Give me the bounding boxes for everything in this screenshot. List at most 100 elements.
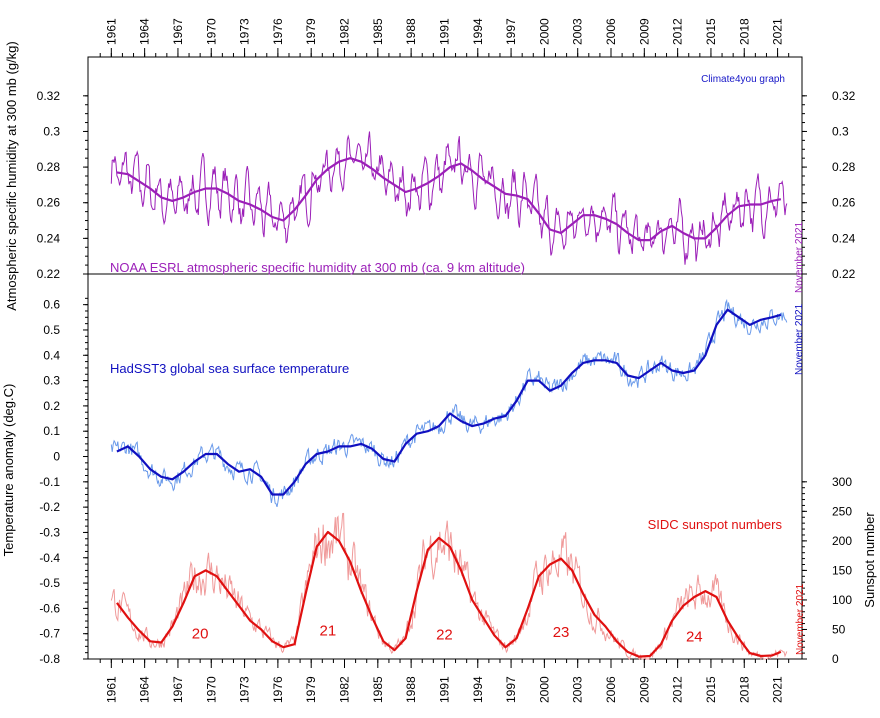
x-tick-label-top: 1979 — [304, 18, 318, 45]
raw-series-group — [110, 131, 788, 661]
x-tick-label-top: 1970 — [204, 18, 218, 45]
temperature-tick-label: -0.4 — [39, 551, 60, 565]
x-tick-label-top: 2012 — [671, 18, 685, 45]
raw-series-humidity — [110, 131, 788, 265]
sunspot-tick-label: 50 — [832, 622, 846, 636]
x-tick-label-bottom: 1970 — [204, 676, 218, 703]
x-tick-label-top: 1961 — [104, 18, 118, 45]
x-tick-label-bottom: 1988 — [404, 676, 418, 703]
humidity-axis-title: Atmospheric specific humidity at 300 mb … — [4, 41, 19, 311]
x-tick-label-bottom: 2018 — [737, 676, 751, 703]
x-tick-label-top: 1994 — [471, 18, 485, 45]
sunspot-cycle-label: 21 — [320, 622, 337, 639]
humidity-tick-label-right: 0.3 — [832, 124, 849, 138]
x-tick-label-bottom: 2003 — [571, 676, 585, 703]
x-tick-label-top: 1982 — [338, 18, 352, 45]
x-tick-label-bottom: 1973 — [238, 676, 252, 703]
temperature-tick-label: 0.1 — [43, 424, 60, 438]
chart-frame — [87, 56, 803, 660]
x-tick-label-top: 2015 — [704, 18, 718, 45]
humidity-tick-label-left: 0.22 — [37, 267, 61, 281]
sst-series-label: HadSST3 global sea surface temperature — [110, 361, 349, 376]
sunspot-tick-label: 200 — [832, 534, 852, 548]
sunspot-cycle-label: 20 — [192, 625, 209, 642]
humidity-tick-label-right: 0.26 — [832, 196, 856, 210]
plot-frame — [87, 56, 803, 660]
temperature-tick-label: 0.4 — [43, 348, 60, 362]
x-tick-label-bottom: 1964 — [138, 676, 152, 703]
temperature-tick-label: 0.5 — [43, 323, 60, 337]
temperature-tick-label: -0.6 — [39, 601, 60, 615]
x-tick-label-bottom: 1976 — [271, 676, 285, 703]
x-tick-label-bottom: 2015 — [704, 676, 718, 703]
temperature-axis-title: Temperature anomaly (deg.C) — [1, 384, 16, 557]
smoothed-series-temperature — [116, 308, 782, 496]
x-tick-label-top: 2021 — [771, 18, 785, 45]
sunspot-tick-label: 100 — [832, 593, 852, 607]
x-tick-label-top: 1985 — [371, 18, 385, 45]
x-tick-label-bottom: 1961 — [104, 676, 118, 703]
x-tick-label-bottom: 2012 — [671, 676, 685, 703]
humidity-tick-label-right: 0.22 — [832, 267, 856, 281]
x-tick-label-top: 1967 — [171, 18, 185, 45]
raw-series-temperature — [110, 298, 788, 508]
x-tick-label-bottom: 1979 — [304, 676, 318, 703]
x-tick-label-top: 1976 — [271, 18, 285, 45]
smoothed-series-humidity — [116, 157, 782, 242]
humidity-tick-label-left: 0.26 — [37, 196, 61, 210]
x-tick-label-top: 1973 — [238, 18, 252, 45]
cycle-labels: 20 21 22 23 24 — [192, 622, 703, 645]
temperature-tick-label: 0.3 — [43, 374, 60, 388]
temperature-tick-label: -0.3 — [39, 525, 60, 539]
sunspot-tick-label: 300 — [832, 475, 852, 489]
x-tick-label-bottom: 2006 — [604, 676, 618, 703]
temperature-tick-label: -0.8 — [39, 652, 60, 666]
sunspot-cycle-label: 23 — [553, 624, 570, 641]
x-tick-label-bottom: 1967 — [171, 676, 185, 703]
credit-label: Climate4you graph — [701, 74, 785, 85]
x-tick-label-bottom: 1982 — [338, 676, 352, 703]
x-tick-label-bottom: 2021 — [771, 676, 785, 703]
sunspot-axis-title: Sunspot number — [862, 512, 877, 608]
temperature-tick-label: 0 — [53, 450, 60, 464]
x-tick-label-bottom: 1985 — [371, 676, 385, 703]
x-tick-label-top: 1997 — [504, 18, 518, 45]
sunspot-tick-label: 0 — [832, 652, 839, 666]
x-tick-label-bottom: 1991 — [437, 676, 451, 703]
humidity-end-note: November 2021 — [794, 221, 805, 293]
x-tick-label-top: 2003 — [571, 18, 585, 45]
x-tick-label-top: 1964 — [138, 18, 152, 45]
x-tick-label-bottom: 2000 — [537, 676, 551, 703]
x-tick-label-bottom: 1997 — [504, 676, 518, 703]
x-tick-label-top: 2009 — [637, 18, 651, 45]
smoothed-series-sunspot — [116, 530, 782, 658]
temperature-tick-label: 0.6 — [43, 298, 60, 312]
sunspot-cycle-label: 22 — [436, 627, 453, 644]
x-tick-label-bottom: 2009 — [637, 676, 651, 703]
humidity-tick-label-left: 0.3 — [43, 124, 60, 138]
x-tick-label-top: 2018 — [737, 18, 751, 45]
humidity-tick-label-right: 0.24 — [832, 231, 856, 245]
humidity-tick-label-right: 0.32 — [832, 89, 856, 103]
x-tick-label-bottom: 1994 — [471, 676, 485, 703]
sunspot-tick-label: 150 — [832, 563, 852, 577]
x-tick-label-top: 2000 — [537, 18, 551, 45]
x-tick-label-top: 1991 — [437, 18, 451, 45]
sunspot-series-label: SIDC sunspot numbers — [648, 517, 783, 532]
humidity-tick-label-left: 0.24 — [37, 231, 61, 245]
humidity-tick-label-left: 0.28 — [37, 160, 61, 174]
sunspot-tick-label: 250 — [832, 504, 852, 518]
x-tick-label-top: 2006 — [604, 18, 618, 45]
humidity-series-label: NOAA ESRL atmospheric specific humidity … — [110, 260, 525, 275]
sunspot-cycle-label: 24 — [686, 628, 703, 645]
x-tick-label-top: 1988 — [404, 18, 418, 45]
smoothed-series-group — [116, 157, 782, 658]
humidity-tick-label-right: 0.28 — [832, 160, 856, 174]
temperature-tick-label: -0.2 — [39, 500, 60, 514]
sst-end-note: November 2021 — [794, 303, 805, 375]
temperature-tick-label: -0.7 — [39, 627, 60, 641]
humidity-tick-label-left: 0.32 — [37, 89, 61, 103]
axes-ticks: 1961 1961 1964 1964 1967 1967 1970 1970 1973 1973… — [37, 18, 856, 703]
temperature-tick-label: -0.5 — [39, 576, 60, 590]
